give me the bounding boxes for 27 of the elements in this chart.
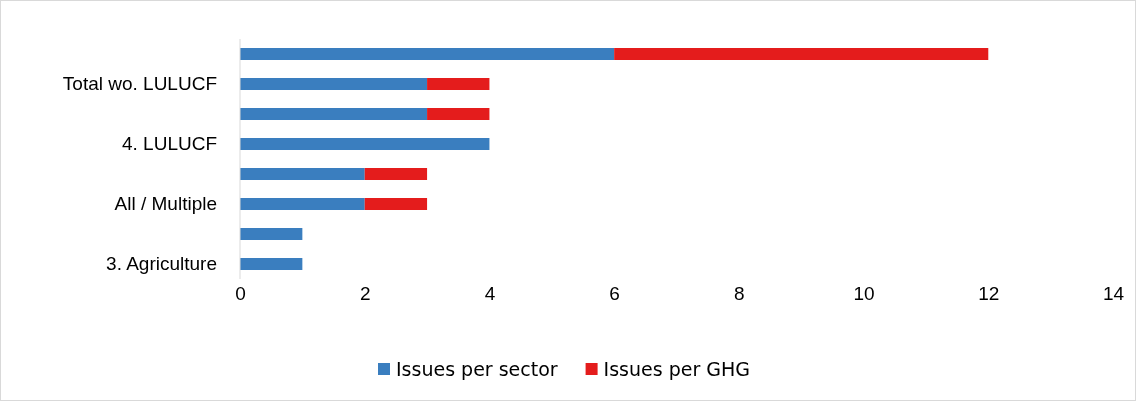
bar <box>240 198 365 210</box>
x-tick-label: 6 <box>609 283 620 305</box>
bar <box>614 48 989 60</box>
y-tick-label: 4. LULUCF <box>121 133 217 155</box>
legend-label: Issues per sector <box>396 358 558 380</box>
x-tick-label: 0 <box>235 283 246 305</box>
bar <box>240 108 428 120</box>
bar <box>364 198 428 210</box>
bar <box>240 78 428 90</box>
bar <box>240 168 365 180</box>
y-tick-label: 3. Agriculture <box>106 253 217 275</box>
bar <box>364 168 428 180</box>
bar <box>240 258 303 270</box>
x-tick-label: 8 <box>734 283 745 305</box>
x-tick-label: 14 <box>1102 283 1125 305</box>
x-tick-label: 2 <box>359 283 371 305</box>
legend-label: Issues per GHG <box>603 358 750 380</box>
x-tick-label: 4 <box>484 283 496 305</box>
y-tick-label: All / Multiple <box>114 193 217 215</box>
y-tick-label: Total wo. LULUCF <box>62 73 217 95</box>
bar <box>240 48 615 60</box>
bar <box>240 228 303 240</box>
x-tick-label: 12 <box>978 283 1000 305</box>
bar <box>427 108 490 120</box>
bar <box>427 78 490 90</box>
x-tick-label: 10 <box>853 283 875 305</box>
bar <box>240 138 490 150</box>
